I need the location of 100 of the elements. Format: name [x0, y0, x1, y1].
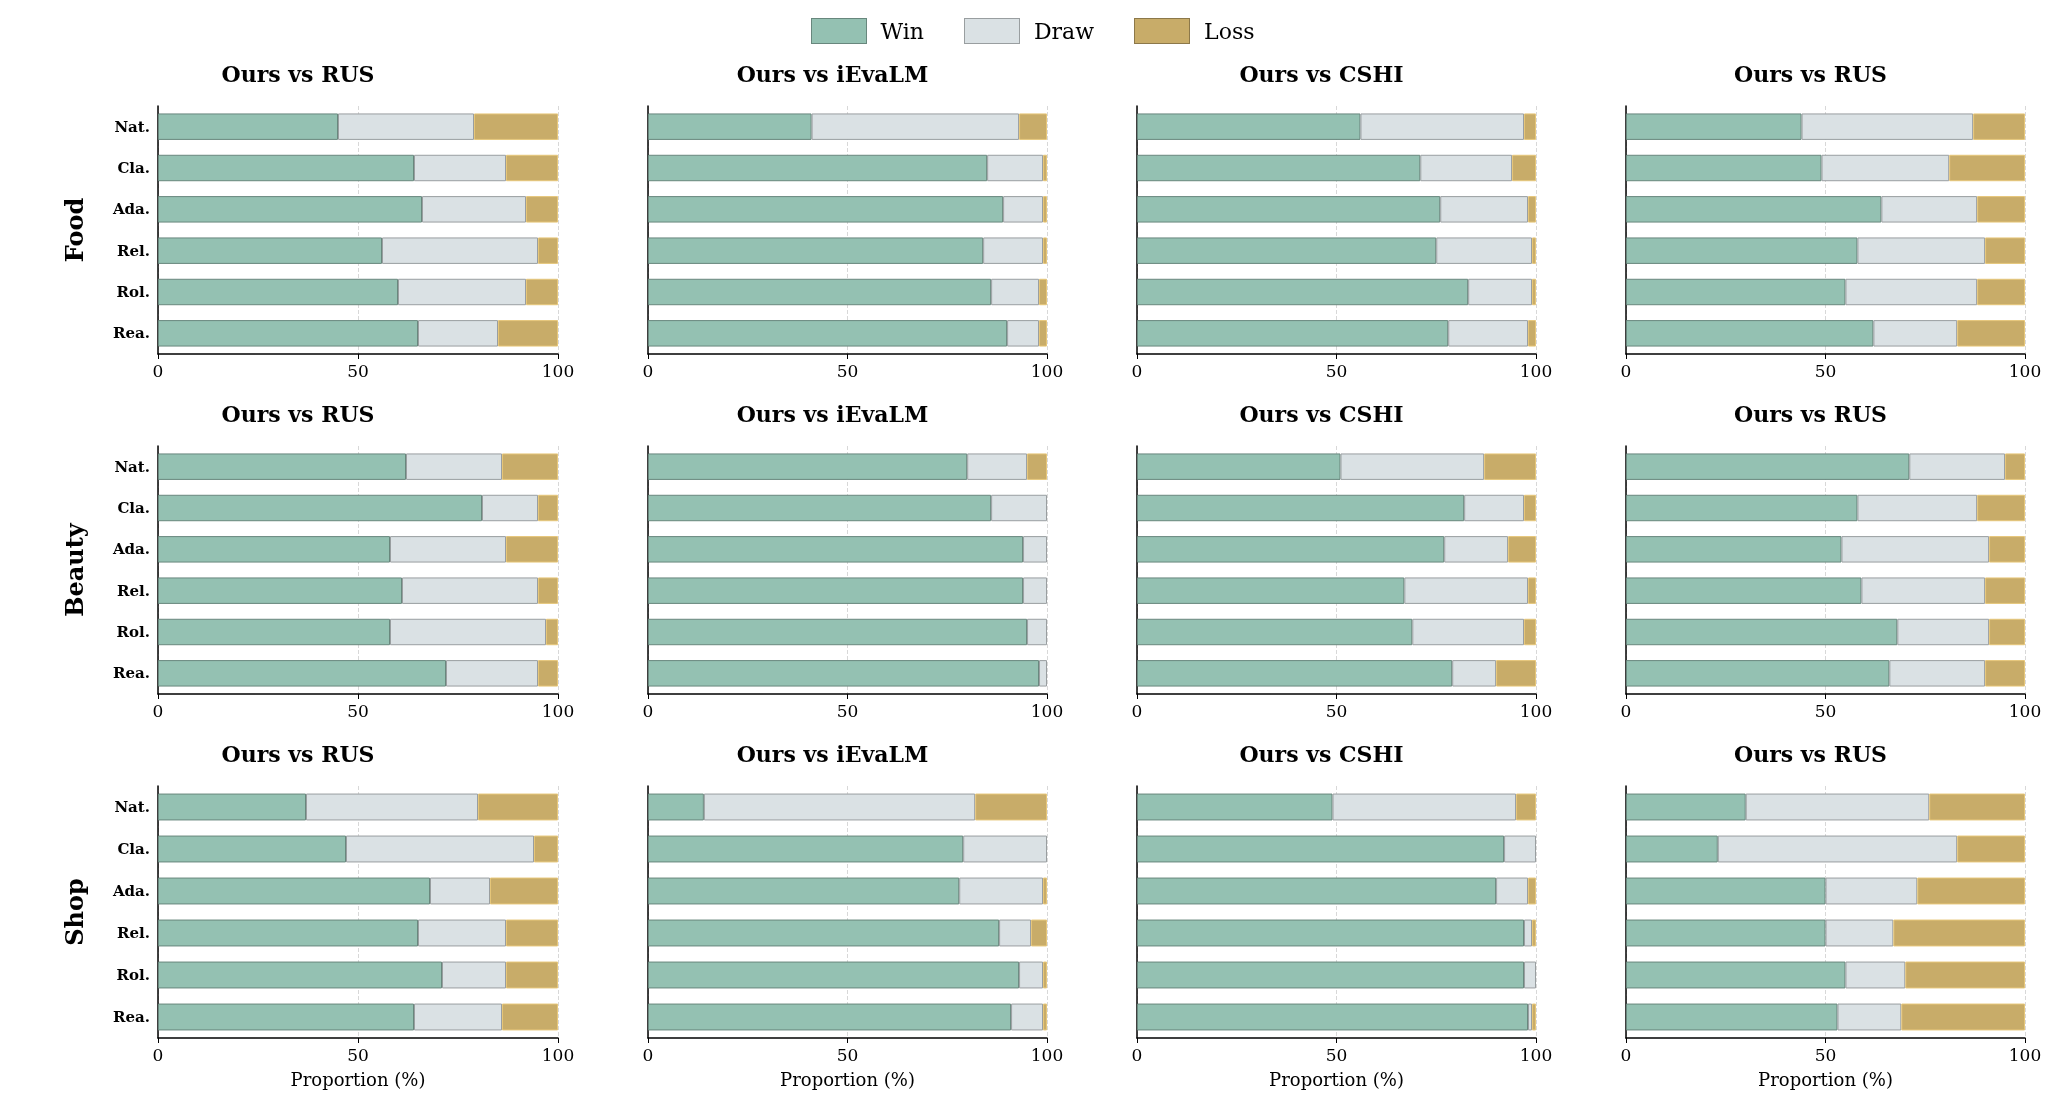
y-tick-label: Rea. — [113, 664, 150, 683]
bar — [648, 877, 960, 905]
y-tick-label: Rel. — [117, 241, 150, 260]
y-tick-label: Cla. — [117, 499, 150, 517]
bar — [506, 536, 558, 563]
bar — [648, 113, 812, 140]
bar — [422, 196, 526, 223]
bar — [506, 154, 558, 182]
y-tick-label: Ada. — [111, 200, 150, 219]
bar — [1985, 660, 2025, 687]
bar — [158, 961, 442, 989]
bar — [1464, 494, 1525, 522]
bar — [648, 536, 1024, 563]
bar — [1985, 237, 2025, 264]
bar — [1137, 835, 1505, 863]
y-tick-label: Rol. — [116, 283, 150, 301]
x-tick-label: 50 — [836, 360, 859, 381]
bar — [1626, 320, 1874, 347]
bar — [158, 660, 446, 687]
bar — [1516, 793, 1536, 821]
bar — [1897, 618, 1990, 646]
x-axis-title: Proportion (%) — [1269, 1068, 1404, 1090]
bar — [1626, 453, 1910, 480]
bar — [430, 877, 490, 905]
y-tick-label: Cla. — [117, 159, 150, 177]
bar — [534, 835, 558, 863]
bar — [158, 278, 398, 306]
bar — [1957, 320, 2025, 347]
x-tick-label: 0 — [1620, 360, 1632, 381]
bar — [1524, 618, 1536, 646]
x-tick-label: 0 — [152, 1044, 164, 1065]
y-tick-label: Rea. — [113, 1008, 150, 1026]
bar — [474, 113, 558, 140]
bar — [538, 237, 558, 264]
chart-title: Ours vs RUS — [1734, 741, 1887, 767]
bar — [158, 494, 482, 522]
bar — [538, 494, 558, 522]
bar — [1626, 793, 1746, 821]
x-axis-title: Proportion (%) — [780, 1068, 915, 1090]
bar — [1893, 919, 2025, 947]
bar — [1137, 113, 1361, 140]
x-tick-label: 0 — [1620, 1044, 1632, 1065]
bar — [648, 237, 984, 264]
bar — [390, 618, 546, 646]
bar — [648, 919, 1000, 947]
x-tick-label: 100 — [541, 1044, 575, 1065]
bar — [158, 919, 418, 947]
bar — [1019, 113, 1047, 140]
bar — [1626, 1003, 1838, 1031]
bar — [1137, 919, 1525, 947]
bar — [482, 494, 538, 522]
chart-title: Ours vs RUS — [221, 61, 375, 87]
bar — [418, 919, 506, 947]
y-tick-label: Nat. — [114, 117, 150, 136]
bar — [1137, 494, 1465, 522]
y-tick-label: Ada. — [111, 882, 150, 900]
bar — [1626, 196, 1882, 223]
bar — [158, 453, 406, 480]
bar — [1905, 961, 2025, 989]
bar — [498, 320, 558, 347]
bar — [1137, 577, 1405, 604]
bar — [1137, 453, 1341, 480]
x-tick-label: 50 — [836, 700, 859, 721]
bar — [1626, 113, 1802, 140]
bar — [1861, 577, 1986, 604]
bar — [648, 835, 964, 863]
bar — [1043, 1003, 1047, 1031]
bar — [1901, 1003, 2025, 1031]
bar — [502, 453, 558, 480]
bar — [648, 793, 704, 821]
bar — [1837, 1003, 1902, 1031]
x-tick-label: 100 — [541, 700, 575, 721]
bar — [1873, 320, 1958, 347]
bar — [1881, 196, 1978, 223]
bar — [1003, 196, 1044, 223]
bar — [1528, 196, 1536, 223]
bar — [1412, 618, 1525, 646]
bar — [1137, 877, 1497, 905]
bar — [1977, 278, 2025, 306]
bar — [648, 494, 992, 522]
bar — [1508, 536, 1536, 563]
legend-label: Draw — [1033, 18, 1095, 44]
bar — [158, 793, 306, 821]
bar — [987, 154, 1044, 182]
bar — [1011, 1003, 1044, 1031]
bar — [983, 237, 1044, 264]
bar — [1524, 919, 1533, 947]
y-tick-label: Rel. — [117, 581, 150, 600]
bar — [1468, 278, 1533, 306]
bar — [1989, 536, 2025, 563]
bar — [158, 113, 338, 140]
x-axis-title: Proportion (%) — [290, 1068, 426, 1090]
bar — [1031, 919, 1047, 947]
bar — [158, 196, 422, 223]
bar — [1857, 237, 1986, 264]
bar — [490, 877, 558, 905]
x-tick-label: 100 — [2008, 700, 2042, 721]
bar — [1626, 835, 1718, 863]
bar — [526, 278, 558, 306]
bar — [1019, 961, 1044, 989]
